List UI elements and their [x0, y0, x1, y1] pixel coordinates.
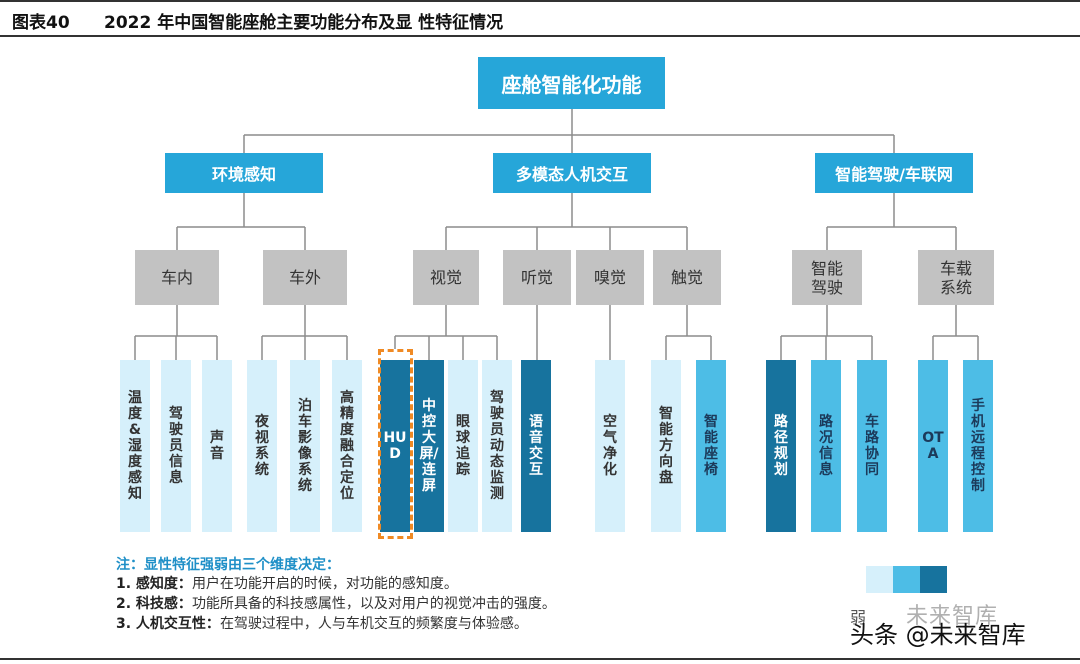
- note-2-text: 功能所具备的科技感属性，以及对用户的视觉冲击的强度。: [191, 596, 556, 612]
- legend-swatch-weak: [866, 566, 893, 593]
- figure-header: 图表40 2022 年中国智能座舱主要功能分布及显 性特征情况: [12, 8, 503, 33]
- leaf-route-planning: 路径规划: [766, 360, 796, 532]
- leaf-parking-camera: 泊车影像系统: [290, 360, 320, 532]
- leaf-smart-seat: 智能座椅: [696, 360, 726, 532]
- node-smart-driving-iov: 智能驾驶/车联网: [815, 153, 973, 193]
- top-rule: [0, 0, 1080, 2]
- node-out-car: 车外: [263, 250, 347, 305]
- leaf-phone-remote: 手机远程控制: [963, 360, 993, 532]
- node-multimodal-interaction: 多模态人机交互: [493, 153, 651, 193]
- leaf-night-vision: 夜视系统: [247, 360, 277, 532]
- figure-number: 图表40: [12, 13, 70, 33]
- leaf-temp-humidity: 温度&湿度感知: [120, 360, 150, 532]
- figure-title: 2022 年中国智能座舱主要功能分布及显 性特征情况: [104, 13, 504, 33]
- note-3-text: 在驾驶过程中，人与车机交互的频繁度与体验感。: [219, 616, 528, 632]
- leaf-center-screen: 中控大屏/连屏: [414, 360, 444, 532]
- root-node: 座舱智能化功能: [478, 57, 665, 109]
- leaf-traffic-info: 路况信息: [811, 360, 841, 532]
- note-3: 3. 人机交互性：在驾驶过程中，人与车机交互的频繁度与体验感。: [116, 613, 528, 633]
- node-in-car: 车内: [135, 250, 219, 305]
- node-smart-driving: 智能驾驶: [792, 250, 862, 305]
- node-hearing: 听觉: [503, 250, 571, 305]
- leaf-hd-positioning: 高精度融合定位: [332, 360, 362, 532]
- node-vehicle-system: 车载系统: [918, 250, 994, 305]
- note-2-label: 2. 科技感：: [116, 596, 192, 612]
- leaf-eye-tracking: 眼球追踪: [448, 360, 478, 532]
- note-1-text: 用户在功能开启的时候，对功能的感知度。: [191, 576, 458, 592]
- leaf-smart-steering: 智能方向盘: [651, 360, 681, 532]
- leaf-voice-interaction: 语音交互: [521, 360, 551, 532]
- legend-swatch-strong: [920, 566, 947, 593]
- legend-arrow-label: 弱: [850, 608, 867, 627]
- leaf-v2x: 车路协同: [857, 360, 887, 532]
- leaf-driver-monitoring: 驾驶员动态监测: [482, 360, 512, 532]
- leaf-air-purification: 空气净化: [595, 360, 625, 532]
- note-1-label: 1. 感知度：: [116, 576, 192, 592]
- watermark-logo-text: 未来智库: [906, 604, 999, 629]
- node-touch: 触觉: [653, 250, 721, 305]
- note-2: 2. 科技感：功能所具备的科技感属性，以及对用户的视觉冲击的强度。: [116, 593, 556, 613]
- node-vision: 视觉: [413, 250, 479, 305]
- leaf-sound: 声音: [202, 360, 232, 532]
- node-environment-perception: 环境感知: [165, 153, 323, 193]
- legend-swatch-medium: [893, 566, 920, 593]
- notes-title: 注：显性特征强弱由三个维度决定：: [116, 557, 340, 573]
- note-3-label: 3. 人机交互性：: [116, 616, 220, 632]
- bottom-rule: [0, 658, 1080, 660]
- note-1: 1. 感知度：用户在功能开启的时候，对功能的感知度。: [116, 573, 458, 593]
- hud-highlight-frame: [378, 349, 413, 539]
- node-smell: 嗅觉: [576, 250, 644, 305]
- header-rule: [0, 35, 1080, 37]
- watermark-source: 头条 @未来智库: [850, 621, 1026, 649]
- leaf-driver-info: 驾驶员信息: [161, 360, 191, 532]
- leaf-hud: HUD: [380, 360, 410, 532]
- leaf-ota: OTA: [918, 360, 948, 532]
